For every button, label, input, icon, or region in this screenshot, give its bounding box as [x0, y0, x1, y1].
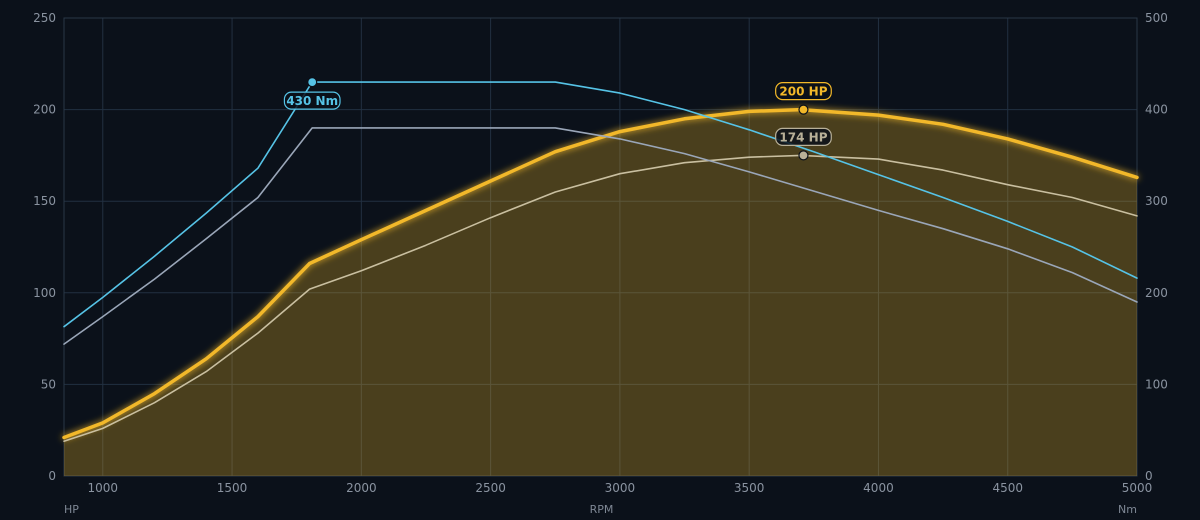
- x-tick: 2500: [475, 481, 506, 495]
- grid: [63, 17, 1138, 477]
- x-tick: 1000: [88, 481, 119, 495]
- annotation-label: 174 HP: [779, 130, 827, 144]
- x-axis-title: RPM: [590, 503, 614, 516]
- x-tick: 3500: [734, 481, 765, 495]
- y-left-axis-title: HP: [64, 503, 79, 516]
- y-right-tick: 200: [1145, 286, 1168, 300]
- x-tick: 2000: [346, 481, 377, 495]
- x-tick: 1500: [217, 481, 248, 495]
- y-left-tick: 200: [33, 103, 56, 117]
- area-hp_tuned: [64, 109, 1137, 476]
- annotation-badge: [775, 81, 832, 101]
- annotation-marker: [798, 104, 809, 115]
- x-tick: 5000: [1122, 481, 1153, 495]
- annotation-badge: [283, 91, 341, 110]
- y-left-tick: 250: [33, 11, 56, 25]
- y-left-tick: 100: [33, 286, 56, 300]
- annotation-label: 430 Nm: [286, 94, 338, 108]
- x-tick: 3000: [605, 481, 636, 495]
- line-hp_stock: [63, 154, 1138, 442]
- y-right-tick: 300: [1145, 194, 1168, 208]
- y-right-tick: 0: [1145, 469, 1153, 483]
- annotation-badge: [775, 127, 832, 146]
- y-right-tick: 400: [1145, 103, 1168, 117]
- y-left-tick: 0: [48, 469, 56, 483]
- plot-frame: [63, 17, 1138, 477]
- line-hp_tuned: [62, 107, 1139, 440]
- y-left-tick: 150: [33, 194, 56, 208]
- annotation-marker: [307, 77, 318, 88]
- series-areas: [64, 109, 1137, 476]
- annotation-label: 200 HP: [779, 85, 827, 99]
- y-right-tick: 100: [1145, 377, 1168, 391]
- x-tick: 4500: [992, 481, 1023, 495]
- annotations: 430 Nm 200 HP 174 HP: [283, 77, 832, 161]
- line-torque_tuned: [63, 81, 1138, 328]
- x-tick: 4000: [863, 481, 894, 495]
- y-right-tick: 500: [1145, 11, 1168, 25]
- line-torque_stock: [63, 127, 1138, 345]
- annotation-marker: [798, 150, 809, 161]
- y-left-tick: 50: [41, 377, 56, 391]
- y-right-axis-title: Nm: [1118, 503, 1137, 516]
- series-lines: [62, 81, 1139, 442]
